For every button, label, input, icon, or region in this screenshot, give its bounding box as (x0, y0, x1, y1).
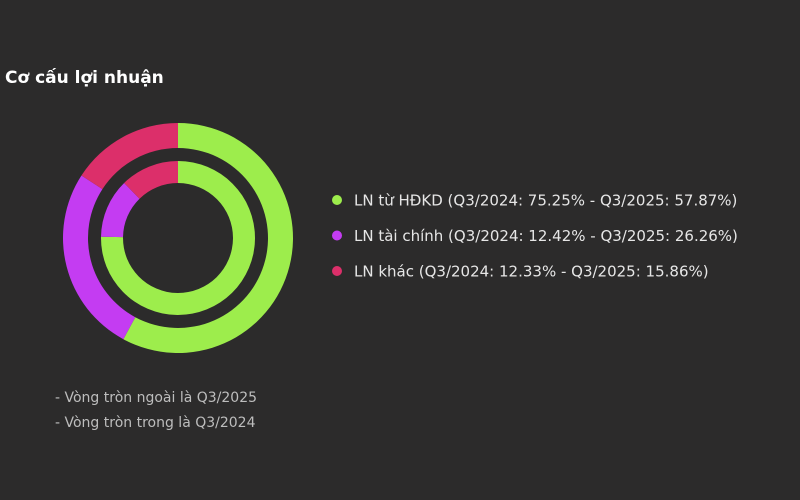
legend-label: LN khác (Q3/2024: 12.33% - Q3/2025: 15.8… (354, 263, 709, 281)
legend-marker (332, 195, 342, 205)
note: - Vòng tròn trong là Q3/2024 (55, 415, 256, 431)
legend-label: LN từ HĐKD (Q3/2024: 75.25% - Q3/2025: 5… (354, 192, 737, 210)
chart-title: Cơ cấu lợi nhuận (5, 67, 164, 88)
donut-segment (123, 123, 293, 354)
donut-segment (124, 161, 178, 199)
donut-segment (62, 175, 136, 340)
legend-marker (332, 266, 342, 276)
donut-segment (101, 182, 140, 238)
note: - Vòng tròn ngoài là Q3/2025 (55, 390, 257, 406)
legend-marker (332, 230, 342, 241)
legend-label: LN tài chính (Q3/2024: 12.42% - Q3/2025:… (354, 227, 738, 245)
donut-segment (81, 123, 178, 190)
